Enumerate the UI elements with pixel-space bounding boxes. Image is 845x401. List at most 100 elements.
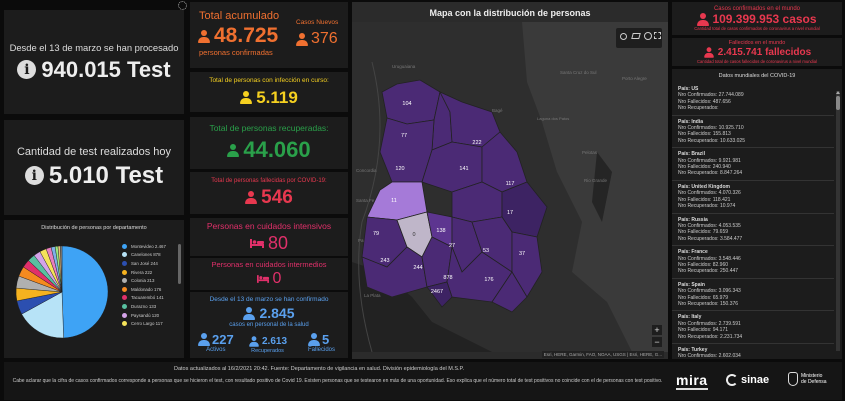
legend-swatch (122, 303, 127, 309)
pie-title: Distribución de personas por departament… (41, 225, 147, 231)
legend-item[interactable]: Colonia 213 (122, 276, 178, 285)
world-confirmed-title: Casos confirmados en el mundo (713, 6, 801, 12)
legend-item[interactable]: Rivera 222 (122, 268, 178, 277)
map-dept-label: 104 (402, 101, 411, 107)
footer: Datos actualizados al 16/2/2021 20:42. F… (4, 362, 842, 400)
world-list-item[interactable]: País: France Nro Confirmados: 3.548.446 Nr… (672, 246, 834, 279)
world-list[interactable]: País: US Nro Confirmados: 27.744.089 Nro F… (672, 83, 834, 359)
legend-swatch (122, 252, 127, 258)
map-dept-label: 244 (413, 265, 422, 271)
legend-swatch (122, 312, 127, 318)
world-list-item-conf: Nro Confirmados: 9.921.981 (678, 157, 741, 164)
pie-slice[interactable] (21, 291, 64, 339)
legend-item[interactable]: Montevideo 2.467 (122, 242, 178, 251)
health-staff-value: 2.845 (259, 305, 295, 321)
map-canvas[interactable]: Santa Cruz do Sul Porto Alegre Bagé Pelo… (352, 22, 668, 352)
legend-swatch (122, 243, 127, 249)
world-list-item-rec: Nro Recuperados: 250.447 (678, 268, 739, 275)
legend-item[interactable]: Cerro Largo 117 (122, 319, 178, 328)
legend-item[interactable]: Maldonado 176 (122, 285, 178, 294)
legend-item[interactable]: Canelones 878 (122, 251, 178, 260)
health-staff-fallecidos-value: 5 (322, 332, 330, 347)
map-dept-label: 117 (506, 181, 515, 187)
zoom-in-icon[interactable]: + (652, 325, 662, 335)
info-icon: i (17, 60, 37, 79)
legend-item[interactable]: Tacuarembó 141 (122, 294, 178, 303)
bed-icon (249, 238, 264, 248)
world-list-item-pais: País: United Kingdom (678, 183, 730, 190)
pie-slice[interactable] (60, 245, 63, 293)
person-icon (227, 143, 240, 157)
legend-label: Durazno 133 (131, 303, 157, 309)
world-deaths-value: 2.415.741 fallecidos (717, 47, 812, 58)
world-list-title: Datos mundiales del COVID-19 (718, 73, 796, 79)
tests-today-panel: Cantidad de test realizados hoy i 5.010 … (4, 120, 184, 215)
world-list-scrollbar[interactable] (836, 91, 840, 351)
world-list-item-conf: Nro Confirmados: 10.925.710 (678, 125, 744, 132)
map-dept-label: 77 (401, 133, 407, 139)
map-place-label: Santa Cruz do Sul (560, 70, 597, 75)
scroll-up-icon[interactable] (836, 91, 840, 94)
world-list-item-rec: Nro Recuperados: (678, 105, 719, 112)
map-dept-label: 53 (483, 248, 489, 254)
ministry-logo-line1: Ministerio (801, 373, 823, 379)
intermediate-panel: Personas en cuidados intermedios 0 (190, 258, 348, 290)
world-list-item[interactable]: País: Russia Nro Confirmados: 4.053.535 Nr… (672, 214, 834, 247)
person-icon (245, 191, 258, 204)
legend-swatch (122, 278, 127, 284)
layers-icon[interactable] (631, 33, 641, 39)
world-list-item-fall: Nro Fallecidos: 155.813 (678, 131, 731, 138)
basemap-icon[interactable] (644, 32, 652, 40)
map-place-label: Pelotas (582, 150, 598, 155)
tests-today-value: 5.010 Test (48, 161, 164, 189)
deaths-value: 546 (261, 186, 293, 208)
world-list-item-rec: Nro Recuperados: 150.376 (678, 300, 739, 307)
health-staff-panel: Desde el 13 de marzo se han confirmado 2… (190, 292, 348, 358)
pie-slice[interactable] (61, 245, 109, 339)
new-cases-label: Casos Nuevos (296, 19, 339, 26)
map-place-label: Concordia (356, 168, 377, 173)
world-list-item[interactable]: País: US Nro Confirmados: 27.744.089 Nro F… (672, 83, 834, 116)
legend-swatch (122, 260, 127, 266)
world-list-item-pais: País: Spain (678, 281, 705, 288)
legend-label: Canelones 878 (131, 252, 161, 258)
map-dept-label: 138 (436, 228, 445, 234)
world-list-item[interactable]: País: Brazil Nro Confirmados: 9.921.981 Nr… (672, 148, 834, 181)
map-dept-label: 878 (443, 275, 452, 281)
deaths-label: Total de personas fallecidas por COVID-1… (211, 177, 327, 184)
world-list-item-fall: Nro Fallecidos: 118.421 (678, 196, 731, 203)
world-list-item-fall: Nro Fallecidos: 94.171 (678, 327, 729, 334)
person-icon (308, 333, 320, 346)
expand-icon[interactable] (654, 32, 661, 39)
footer-note: Cabe aclarar que la cifra de casos confi… (12, 378, 663, 384)
map-dept-label: 17 (507, 210, 513, 216)
map-panel[interactable]: Mapa con la distribución de personas San… (352, 2, 668, 359)
world-list-item[interactable]: País: United Kingdom Nro Confirmados: 4.0… (672, 181, 834, 214)
search-icon[interactable] (620, 33, 627, 40)
tested-total-label: Desde el 13 de marzo se han procesado (9, 41, 179, 53)
legend-swatch (122, 269, 127, 275)
total-acumulado-value: 48.725 (214, 24, 279, 47)
intensive-panel: Personas en cuidados intensivos 80 (190, 218, 348, 256)
person-icon (249, 336, 259, 347)
ministry-seal-icon (788, 372, 798, 386)
scroll-thumb[interactable] (836, 96, 840, 110)
world-list-item[interactable]: País: Italy Nro Confirmados: 2.739.591 Nro… (672, 311, 834, 344)
legend-scrollbar[interactable] (178, 244, 181, 284)
zoom-out-icon[interactable]: − (652, 337, 662, 347)
legend-item[interactable]: San José 244 (122, 259, 178, 268)
world-list-item[interactable]: País: India Nro Confirmados: 10.925.710 Nr… (672, 116, 834, 149)
map-dept-label: 120 (395, 166, 404, 172)
legend-item[interactable]: Paysandú 120 (122, 311, 178, 320)
active-label: Total de personas con infección en curso… (209, 76, 329, 84)
health-staff-activos-label: Activos (206, 347, 226, 353)
footer-updated: Datos actualizados al 16/2/2021 20:42. F… (174, 366, 465, 372)
world-list-item-fall: Nro Fallecidos: 487.656 (678, 98, 731, 105)
map-dept-label: 176 (484, 277, 493, 283)
map-dept-label: 243 (380, 258, 389, 264)
legend-item[interactable]: Durazno 133 (122, 302, 178, 311)
world-list-item-fall: Nro Fallecidos: 65.979 (678, 294, 729, 301)
world-list-item[interactable]: País: Spain Nro Confirmados: 3.096.343 Nro… (672, 279, 834, 312)
gear-icon[interactable] (178, 1, 187, 10)
